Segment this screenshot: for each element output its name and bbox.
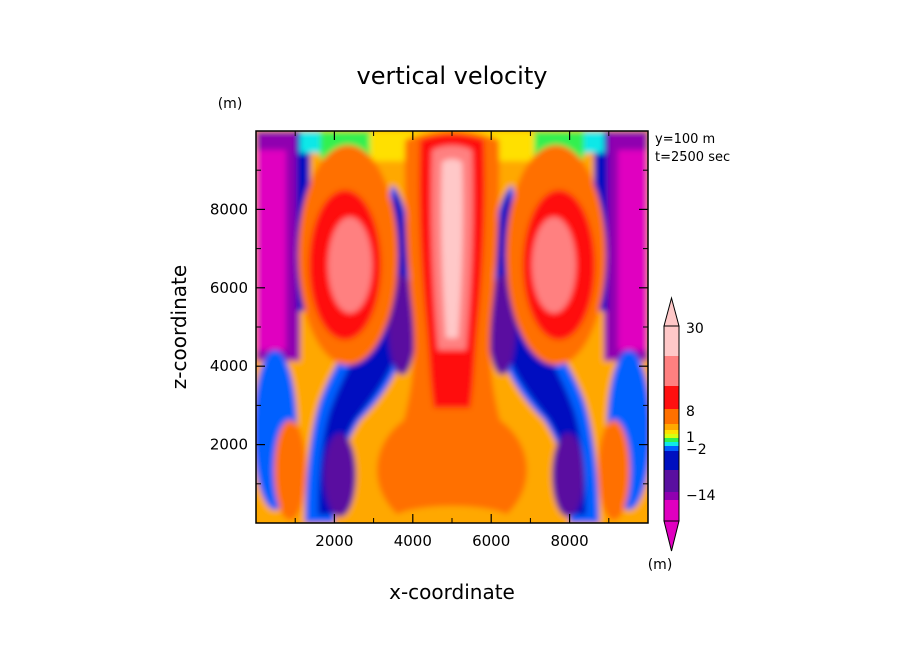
x-tick-label: 4000 [394, 532, 432, 550]
colorbar-segment [664, 424, 679, 430]
contour-layers [256, 131, 648, 523]
colorbar-segment [664, 434, 679, 438]
x-ticks: 2000 4000 6000 8000 [315, 131, 589, 550]
right-mid-purple [488, 275, 516, 375]
colorbar-bottom-arrow [663, 520, 680, 552]
colorbar-segment [664, 451, 679, 470]
colorbar-segment [664, 356, 679, 386]
contour-field [256, 131, 648, 523]
right-low-purple [552, 433, 584, 517]
left-lobe-pink [328, 217, 372, 313]
right-lower-orange [598, 420, 630, 520]
minor-ticks [256, 131, 648, 523]
colorbar-segment [664, 500, 679, 521]
left-lower-orange [274, 420, 306, 520]
right-downdraft-core [618, 150, 648, 350]
y-axis-label: z-coordinate [167, 265, 191, 389]
x-tick-label: 8000 [551, 532, 589, 550]
chart-title: vertical velocity [357, 62, 548, 90]
annotation-t: t=2500 sec [655, 150, 730, 165]
colorbar-segment [664, 326, 679, 356]
colorbar-segment [664, 430, 679, 434]
colorbar-segment [664, 446, 679, 451]
y-tick-label: 8000 [210, 200, 248, 218]
colorbar-segment [664, 492, 679, 500]
colorbar: 30 8 1−2 −14 [663, 296, 716, 552]
x-tick-label: 2000 [315, 532, 353, 550]
colorbar-label: −2 [686, 442, 707, 458]
colorbar-segment [664, 409, 679, 424]
colorbar-label: 1 [686, 430, 695, 446]
colorbar-unit-label: (m) [648, 557, 673, 573]
y-unit-label: (m) [218, 96, 243, 112]
colorbar-label: 30 [686, 321, 704, 337]
right-lobe-pink [532, 217, 576, 313]
colorbar-segment [664, 470, 679, 492]
bottom-light-band [392, 506, 512, 523]
colorbar-frame [663, 325, 680, 522]
bottom-orange-dome [377, 405, 527, 523]
central-plume-core [441, 159, 463, 338]
left-mid-purple [388, 275, 416, 375]
colorbar-label: 8 [686, 404, 695, 420]
left-low-purple [324, 433, 356, 517]
y-ticks: 2000 4000 6000 8000 [210, 200, 648, 454]
colorbar-label: −14 [686, 488, 716, 504]
x-tick-label: 6000 [472, 532, 510, 550]
y-tick-label: 6000 [210, 279, 248, 297]
colorbar-segment [664, 438, 679, 442]
left-downdraft-core [256, 150, 286, 350]
colorbar-segment [664, 442, 679, 446]
colorbar-segment [664, 386, 679, 409]
annotation-y: y=100 m [655, 132, 715, 147]
y-tick-label: 4000 [210, 357, 248, 375]
colorbar-top-arrow [663, 296, 680, 327]
x-axis-label: x-coordinate [389, 580, 515, 604]
y-tick-label: 2000 [210, 436, 248, 454]
